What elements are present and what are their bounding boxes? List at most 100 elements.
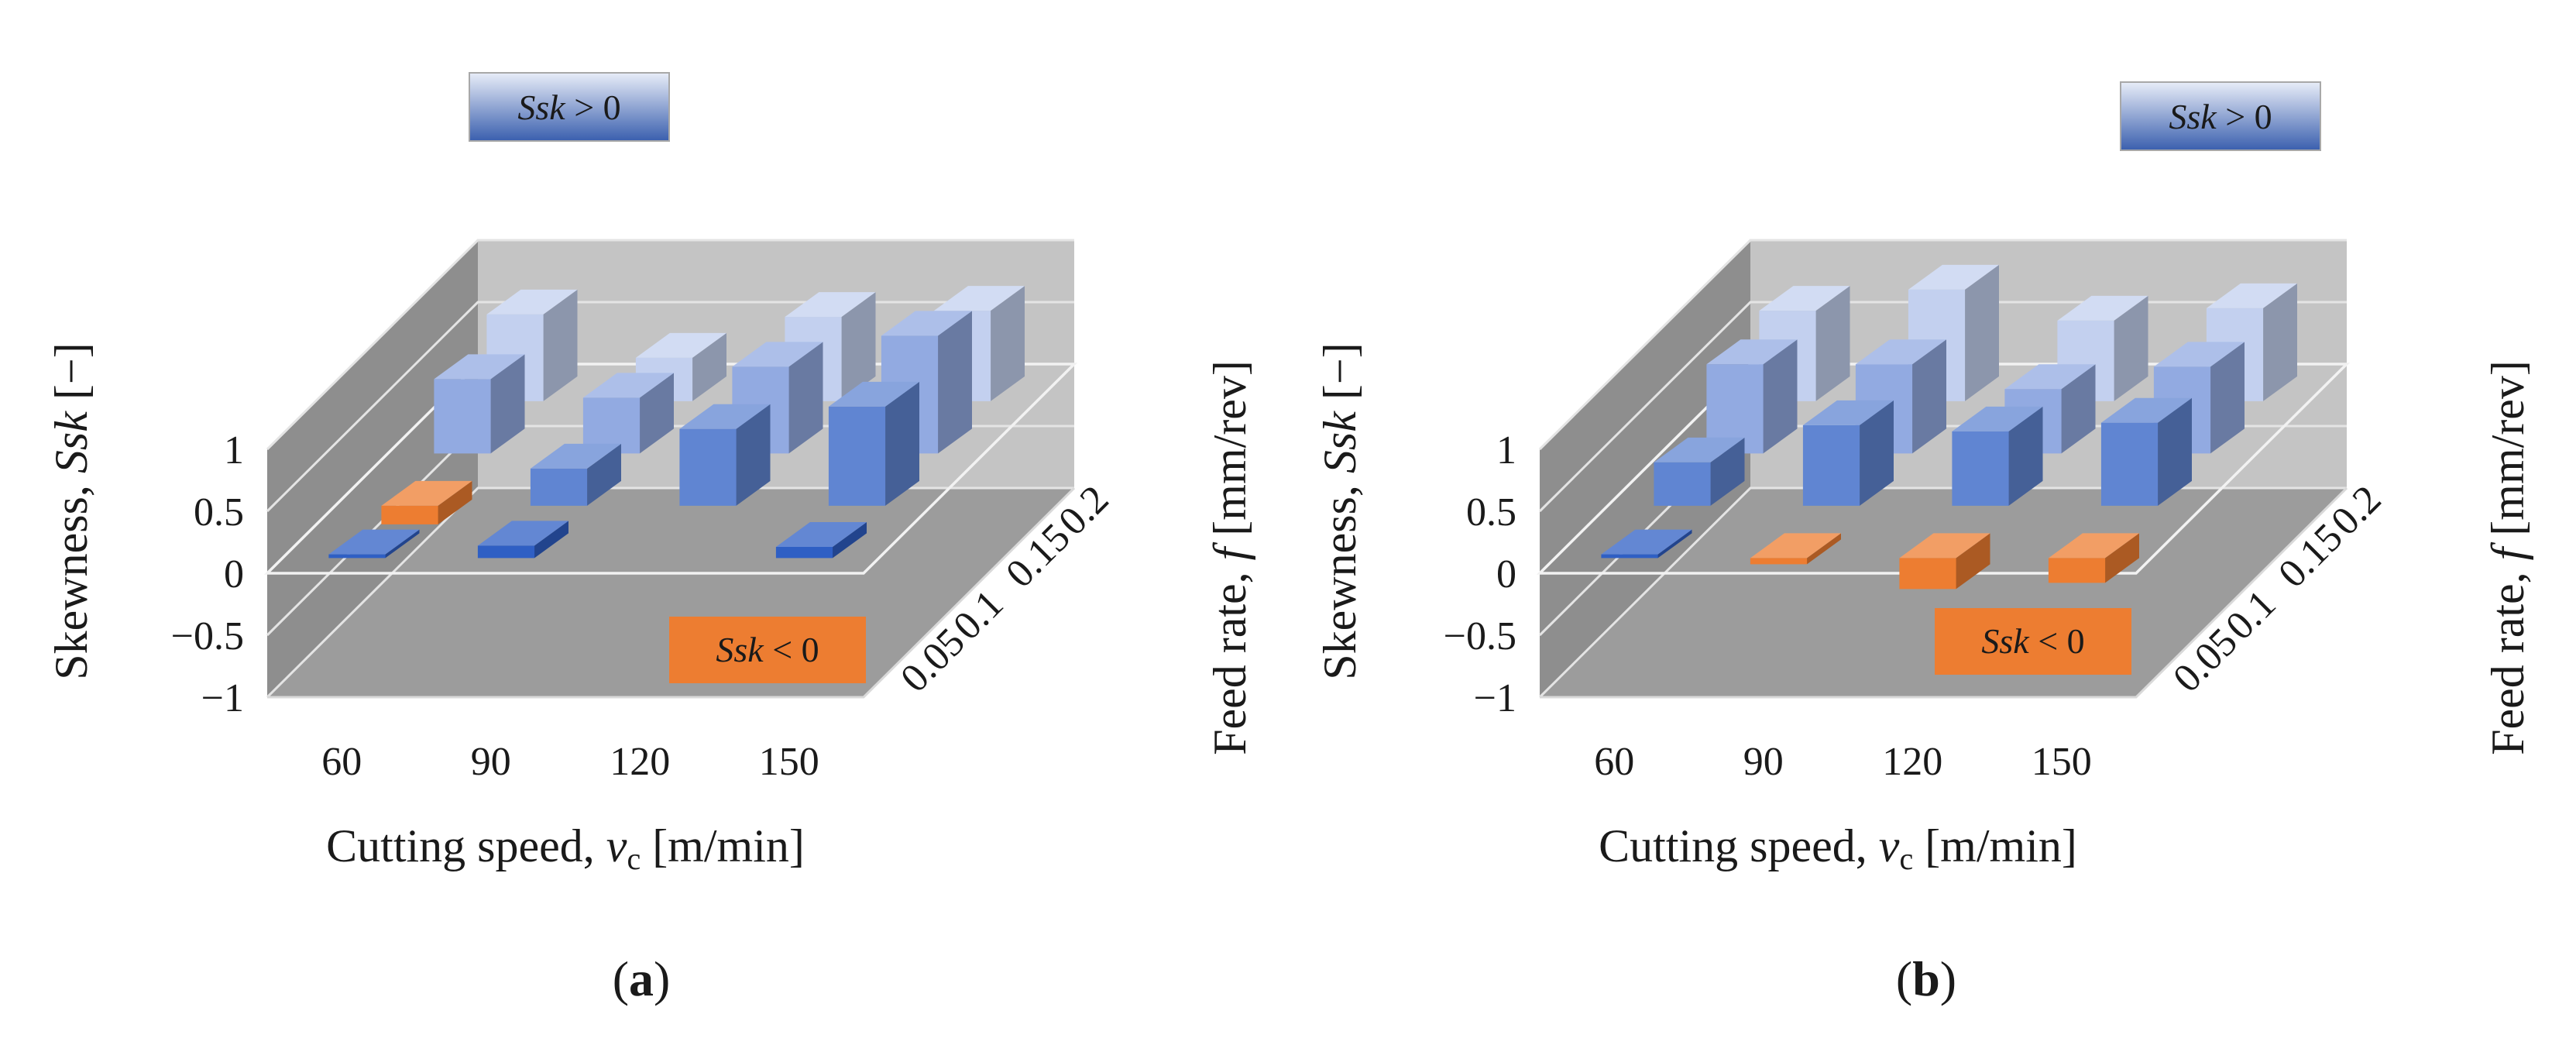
- floor-edge: [267, 486, 1076, 699]
- bar-top: [2153, 342, 2245, 367]
- bar-top: [1706, 339, 1798, 365]
- bar-side: [1710, 437, 1745, 506]
- bar-top: [2004, 364, 2096, 390]
- bar-side: [640, 373, 674, 454]
- x-axis-label-suffix: [m/min]: [1913, 820, 2077, 871]
- y-tick-label: 0.5: [1466, 490, 1516, 535]
- bar-side: [991, 286, 1025, 401]
- bar-top: [381, 480, 472, 506]
- x-tick-label: 90: [1743, 740, 1784, 784]
- bar-0.1-60: [381, 480, 472, 524]
- bar-front: [1654, 462, 1711, 506]
- bar-top: [933, 286, 1025, 311]
- bar-side: [1763, 339, 1798, 454]
- bar-side: [1807, 533, 1841, 565]
- bar-0.05-90: [1750, 533, 1841, 565]
- bar-side: [2263, 283, 2297, 401]
- legend-negative-label: Ssk < 0: [1981, 621, 2084, 661]
- bar-front: [1601, 554, 1658, 559]
- bar-top: [1855, 339, 1946, 365]
- bar-0.1-120: [679, 404, 771, 506]
- bar-0.2-120: [2057, 295, 2148, 401]
- x-axis-label-prefix: Cutting speed,: [1599, 820, 1879, 871]
- x-axis-label-var: v: [606, 820, 627, 871]
- bar-top: [1601, 529, 1692, 555]
- legend-negative-text: < 0: [764, 630, 819, 669]
- bar-top: [486, 289, 578, 315]
- y-axis-label-var: Ssk: [46, 411, 97, 473]
- floor: [267, 488, 1074, 697]
- bar-front: [2100, 422, 2159, 506]
- bar-top: [2057, 295, 2148, 321]
- bar-0.1-150: [828, 381, 919, 506]
- gridline: [266, 239, 1074, 451]
- x-tick-label: 90: [471, 740, 511, 784]
- bar-front: [434, 379, 491, 454]
- bar-top: [828, 381, 919, 407]
- x-axis-label-prefix: Cutting speed,: [326, 820, 606, 871]
- y-tick-label: −1: [1474, 676, 1516, 720]
- caption-letter: a: [629, 951, 654, 1006]
- bar-side: [1965, 264, 1999, 401]
- caption-open: (: [1896, 951, 1912, 1006]
- bar-top: [1759, 286, 1850, 311]
- y-axis-label-suffix: [−]: [1314, 342, 1365, 411]
- caption-close: ): [1940, 951, 1956, 1006]
- bar-side: [490, 354, 525, 454]
- panel-caption: (b): [1896, 951, 1956, 1006]
- x-axis-label-sub: c: [1899, 841, 1913, 876]
- bar-0.05-120: [1899, 533, 1990, 590]
- z-axis-label: Feed rate, f [mm/rev]: [1204, 360, 1255, 755]
- x-axis-label-var: v: [1879, 820, 1900, 871]
- z-axis-label-prefix: Feed rate,: [1204, 560, 1255, 755]
- bar-0.1-90: [530, 443, 621, 506]
- bar-side: [2008, 406, 2043, 506]
- y-tick-label: 0: [224, 552, 244, 596]
- bar-top: [328, 529, 420, 555]
- x-tick-label: 60: [1594, 740, 1634, 784]
- bar-0.05-60: [1601, 529, 1692, 559]
- bar-side: [692, 332, 726, 401]
- bar-0.1-150: [2100, 397, 2192, 506]
- bar-side: [1912, 339, 1946, 454]
- bar-side: [438, 480, 472, 524]
- x-tick-label: 60: [321, 740, 362, 784]
- bar-side: [736, 404, 771, 506]
- bar-top: [2206, 283, 2297, 308]
- z-axis-label-suffix: [mm/rev]: [2482, 360, 2533, 548]
- bar-top: [785, 292, 876, 318]
- panel-caption: (a): [613, 951, 671, 1006]
- bar-top: [732, 342, 823, 367]
- bar-top: [1952, 406, 2043, 431]
- bar-0.05-150: [775, 522, 867, 559]
- bar-top: [1802, 400, 1894, 425]
- bar-top: [582, 373, 674, 398]
- y-axis-label: Skewness, Ssk [−]: [1314, 342, 1365, 679]
- bar-side: [2061, 364, 2096, 454]
- bar-front: [328, 554, 386, 559]
- bar-top: [679, 404, 771, 429]
- bar-front: [2048, 558, 2106, 583]
- bar-top: [434, 354, 525, 380]
- bar-top: [775, 522, 867, 547]
- legend-negative-box: [669, 617, 866, 683]
- x-axis-label-suffix: [m/min]: [641, 820, 805, 871]
- bar-front: [1899, 558, 1956, 590]
- bar-side: [1860, 400, 1894, 506]
- bar-0.1-60: [1654, 437, 1745, 506]
- bar-front: [1952, 431, 2009, 506]
- x-axis-label-sub: c: [627, 841, 641, 876]
- bar-front: [775, 547, 833, 559]
- y-axis-label: Skewness, Ssk [−]: [46, 342, 97, 679]
- legend-positive-var: Ssk: [2169, 97, 2217, 136]
- caption-close: ): [654, 951, 670, 1006]
- bar-0.15-60: [1706, 339, 1798, 454]
- bar-front: [530, 468, 588, 506]
- x-tick-label: 120: [610, 740, 670, 784]
- x-tick-label: 150: [759, 740, 819, 784]
- bar-0.1-90: [1802, 400, 1894, 506]
- y-axis-label-suffix: [−]: [46, 342, 97, 411]
- bar-side: [385, 529, 420, 559]
- bar-0.05-90: [477, 521, 568, 559]
- legend-positive-label: Ssk > 0: [2169, 97, 2272, 136]
